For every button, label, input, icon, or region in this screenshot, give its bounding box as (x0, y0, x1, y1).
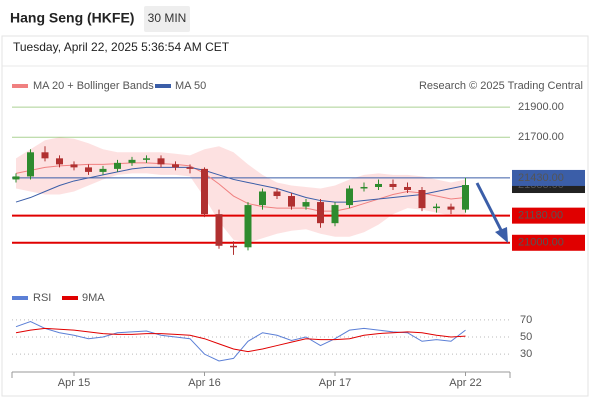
legend-swatch-ma50 (155, 84, 171, 88)
level-box (512, 207, 585, 224)
rsi-tick-label: 30 (520, 348, 532, 360)
level-label: 21700.00 (518, 131, 564, 143)
candle-body (433, 206, 440, 209)
candle-body (56, 158, 63, 165)
candle-body (259, 191, 266, 206)
candle-body (273, 191, 281, 197)
interval-label: 30 MIN (148, 11, 187, 25)
layers: 21900.0021700.0021383.0021430.0021180.00… (12, 101, 585, 389)
arrow-shaft (475, 182, 504, 233)
candle-body (360, 186, 368, 189)
arrow-head (495, 227, 508, 243)
panel-border (1, 35, 589, 397)
rsi_ma-line (15, 327, 466, 353)
ma20-line (15, 162, 466, 212)
candle-body (244, 205, 252, 248)
candle-body (317, 202, 324, 224)
candle-body (418, 190, 426, 209)
x-tick-label: Apr 17 (319, 377, 351, 389)
forecast-arrow (475, 182, 508, 243)
level-label: 21180.00 (518, 210, 563, 222)
interval-button[interactable] (144, 6, 190, 32)
level-label: 21900.00 (518, 101, 564, 113)
candle-body (201, 168, 208, 215)
legend-ma20: MA 20 + Bollinger Bands (33, 80, 154, 92)
candle-body (288, 196, 295, 207)
candle-body (85, 167, 92, 172)
candle-body (302, 202, 310, 207)
candle-body (215, 214, 223, 246)
candle-body (346, 188, 353, 206)
candle-body (186, 167, 194, 169)
legend-ma50: MA 50 (175, 80, 206, 92)
candle-body (447, 206, 455, 210)
candle-body (389, 183, 397, 187)
credit: Research © 2025 Trading Central (419, 80, 583, 92)
legend-rsi-ma: 9MA (82, 292, 105, 304)
candle-body (70, 164, 78, 168)
candle-body (12, 176, 20, 180)
legend-rsi: RSI (33, 292, 51, 304)
title: Hang Seng (HKFE) (10, 10, 134, 26)
legend-swatch-ma20 (12, 84, 28, 88)
legend-swatch-rsi-ma (62, 296, 78, 300)
level-label: 21430.00 (518, 172, 564, 184)
candle-body (230, 245, 237, 248)
level-box (512, 169, 585, 186)
candle-body (462, 185, 469, 210)
datetime: Tuesday, April 22, 2025 5:36:54 AM CET (13, 40, 230, 54)
candle-body (331, 205, 339, 224)
rsi-line (15, 321, 466, 362)
x-tick-label: Apr 22 (449, 377, 481, 389)
candle-body (172, 164, 179, 168)
candle-body (27, 152, 34, 177)
candle-body (99, 168, 107, 172)
x-tick-label: Apr 16 (188, 377, 220, 389)
candle-body (114, 162, 121, 169)
level-box (512, 234, 585, 251)
x-tick-label: Apr 15 (58, 377, 90, 389)
candle-body (143, 158, 150, 160)
rsi-tick-label: 70 (520, 314, 532, 326)
candle-body (41, 152, 49, 159)
candle-body (404, 186, 411, 190)
ma50-line (15, 166, 466, 203)
legend-swatch-rsi (12, 296, 28, 300)
bollinger-band (16, 137, 466, 243)
level-label: 21000.00 (518, 237, 564, 249)
rsi-tick-label: 50 (520, 331, 532, 343)
candle-body (157, 158, 165, 165)
candle-body (375, 183, 382, 187)
candle-body (128, 159, 136, 163)
